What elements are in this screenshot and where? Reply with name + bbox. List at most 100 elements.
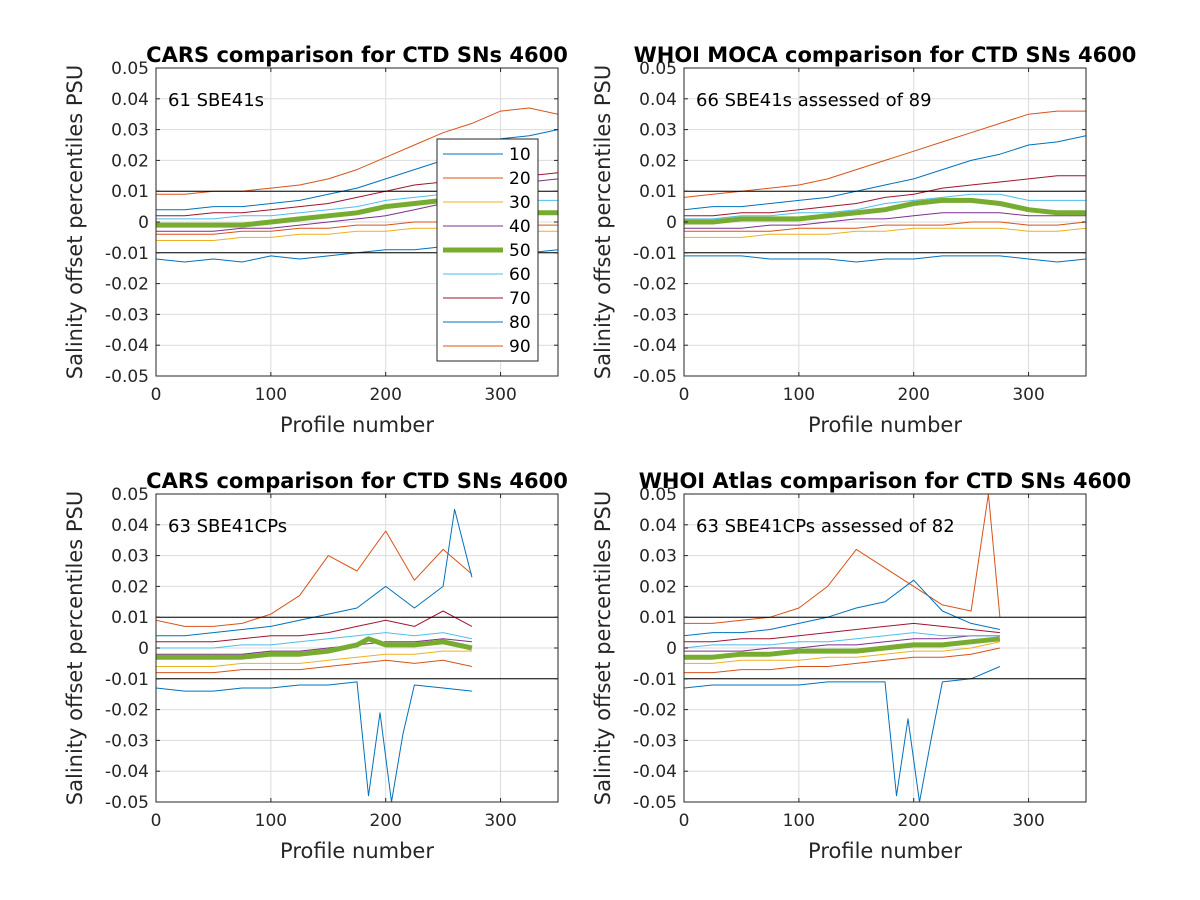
y-tick-label: -0.05 [105,793,149,813]
annotation-text: 66 SBE41s assessed of 89 [696,90,932,111]
series-line-p40 [156,638,472,655]
y-tick-label: 0.01 [111,608,149,628]
y-tick-label: -0.02 [633,275,677,295]
y-tick-label: 0.04 [639,516,677,536]
series-line-p80 [684,135,1086,211]
x-tick-label: 300 [1012,385,1044,405]
y-tick-label: 0.01 [639,608,677,628]
legend-label-p40: 40 [509,217,531,237]
y-tick-label: -0.02 [105,275,149,295]
chart-title: WHOI Atlas comparison for CTD SNs 4600 [639,469,1132,493]
y-tick-label: 0 [138,213,149,233]
chart-title: CARS comparison for CTD SNs 4600 [146,43,568,67]
y-tick-label: 0.03 [639,547,677,567]
y-tick-label: -0.02 [105,701,149,721]
y-tick-label: 0.01 [639,182,677,202]
legend-label-p70: 70 [509,289,531,309]
series-line-p20 [684,110,1086,198]
x-tick-label: 200 [369,385,401,405]
legend-label-p80: 80 [509,313,531,333]
y-tick-label: 0.03 [639,121,677,141]
y-tick-label: -0.05 [633,367,677,387]
legend-label-p90: 90 [509,337,531,357]
x-tick-label: 100 [783,385,815,405]
y-tick-label: -0.03 [105,305,149,325]
series-line-p80 [156,508,473,637]
y-tick-label: -0.03 [105,731,149,751]
x-tick-label: 100 [255,811,287,831]
x-axis-label: Profile number [280,413,434,437]
series-line-p50 [684,636,1001,660]
y-tick-label: -0.04 [105,336,149,356]
series-line-p20 [156,530,473,627]
y-tick-label: 0.03 [111,121,149,141]
chart-title: WHOI MOCA comparison for CTD SNs 4600 [634,43,1137,67]
y-tick-label: 0.01 [111,182,149,202]
x-tick-label: 200 [897,385,929,405]
y-tick-label: 0.05 [639,59,677,79]
y-tick-label: -0.04 [105,762,149,782]
legend: 10 20 30 40 50 60 70 80 90 [436,138,539,362]
annotation-text: 63 SBE41CPs assessed of 82 [696,516,955,537]
series-line-p60 [156,632,473,649]
y-tick-label: -0.03 [633,731,677,751]
x-tick-label: 300 [484,811,516,831]
x-tick-label: 0 [679,811,690,831]
subplot-2: 0 100 200 300 -0.05 -0.04 -0.03 -0.02 -0.01 0 0.01… [591,43,1136,437]
series-group [684,494,1001,802]
x-axis-label: Profile number [808,839,962,863]
y-tick-label: 0 [138,639,149,659]
subplot-3: 0 100 200 300 -0.05 -0.04 -0.03 -0.02 -0.01 0 0.01… [63,469,568,863]
legend-label-p50: 50 [509,241,531,261]
y-tick-label: 0.02 [111,577,149,597]
x-tick-label: 300 [1012,811,1044,831]
y-tick-label: -0.05 [633,793,677,813]
x-tick-label: 200 [369,811,401,831]
y-axis-label: Salinity offset percentiles PSU [591,491,615,805]
legend-label-p60: 60 [509,265,531,285]
series-line-p90 [156,659,473,674]
series-line-p60 [684,193,1086,220]
series-line-p10 [684,666,1001,802]
series-group [684,110,1086,263]
y-axis-label: Salinity offset percentiles PSU [63,491,87,805]
y-tick-label: 0.04 [111,516,149,536]
subplot-4: 0 100 200 300 -0.05 -0.04 -0.03 -0.02 -0.01 0 0.01… [591,469,1131,863]
annotation-text: 61 SBE41s [168,90,264,111]
series-line-p50 [684,197,1086,225]
chart-title: CARS comparison for CTD SNs 4600 [146,469,568,493]
y-tick-label: -0.03 [633,305,677,325]
y-tick-label: -0.02 [633,701,677,721]
series-line-p90 [684,647,1001,674]
y-tick-label: -0.05 [105,367,149,387]
y-tick-label: 0.05 [111,485,149,505]
x-tick-label: 0 [679,385,690,405]
series-line-p10 [684,255,1086,263]
series-line-p90 [684,221,1086,232]
series-line-p40 [684,635,1000,652]
x-axis-label: Profile number [280,839,434,863]
y-axis-label: Salinity offset percentiles PSU [63,65,87,379]
y-tick-label: 0 [666,213,677,233]
series-group [156,508,473,802]
y-tick-label: 0.02 [639,151,677,171]
y-tick-label: 0.05 [639,485,677,505]
y-tick-label: -0.01 [105,244,149,264]
x-axis-label: Profile number [808,413,962,437]
series-line-p70 [684,175,1086,217]
series-line-p70 [156,610,473,643]
y-tick-label: -0.04 [633,762,677,782]
series-line-p30 [156,650,472,667]
x-tick-label: 0 [151,811,162,831]
y-tick-label: 0.04 [639,90,677,110]
y-tick-label: 0.05 [111,59,149,79]
series-line-p50 [156,636,473,660]
subplot-1: 0 100 200 300 -0.05 -0.04 -0.03 -0.02 -0.01 0 0.01… [63,43,568,437]
series-line-p30 [684,641,1001,664]
y-tick-label: -0.01 [105,670,149,690]
x-tick-label: 300 [484,385,516,405]
series-line-p10 [156,681,472,802]
y-tick-label: 0.04 [111,90,149,110]
x-tick-label: 100 [783,811,815,831]
